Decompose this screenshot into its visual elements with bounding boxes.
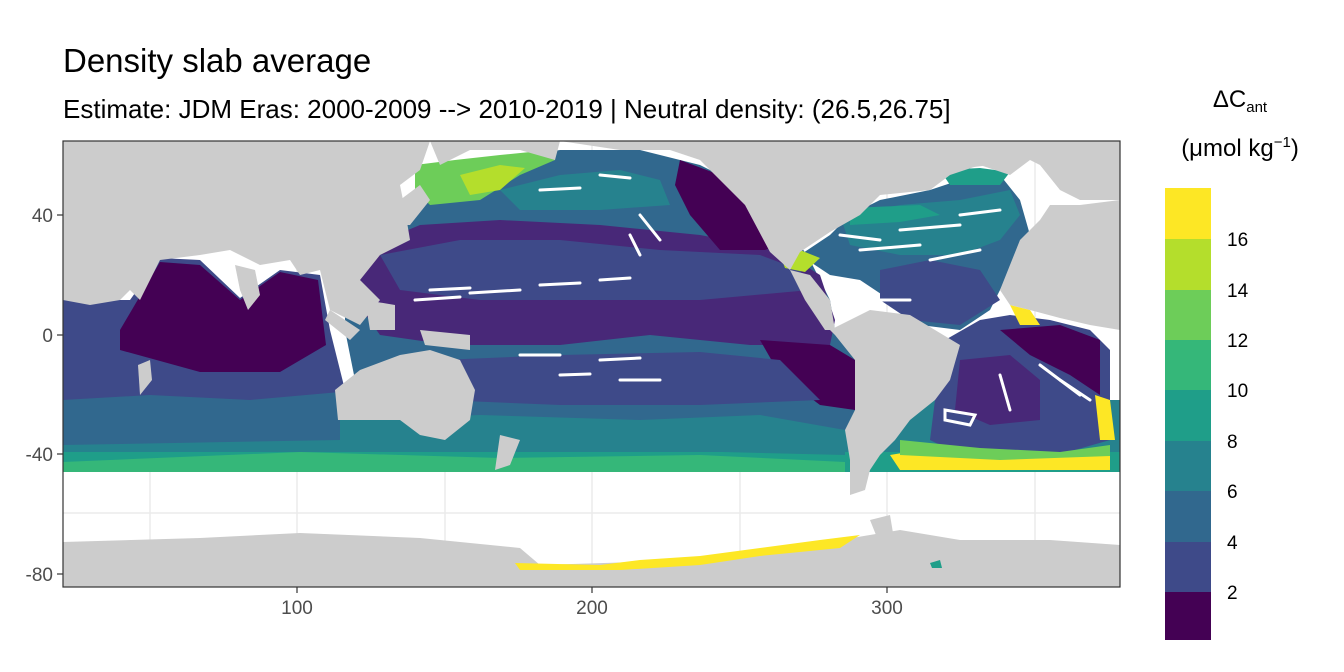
ocean-ross-sea-yellow bbox=[515, 535, 860, 570]
land-antarctica bbox=[63, 530, 1120, 587]
y-axis-ticks bbox=[57, 214, 63, 575]
land-africa-east bbox=[1000, 200, 1120, 330]
legend-bin-14 bbox=[1165, 290, 1211, 340]
legend-bin-12 bbox=[1165, 340, 1211, 390]
x-tick-label-200: 200 bbox=[576, 598, 608, 619]
plot-title: Density slab average bbox=[63, 42, 372, 79]
legend-bin-8 bbox=[1165, 441, 1211, 491]
ocean-benguela-yellow bbox=[1010, 305, 1040, 325]
land-borneo bbox=[365, 300, 395, 330]
ocean-indian-deep bbox=[120, 262, 326, 372]
x-tick-label-100: 100 bbox=[281, 598, 313, 619]
legend-bin-2 bbox=[1165, 592, 1211, 640]
land-new-zealand bbox=[495, 435, 520, 470]
ocean-pacific-south-deep bbox=[760, 340, 855, 410]
land-sumatra bbox=[325, 310, 360, 340]
ocean-north-pacific-teal bbox=[500, 170, 670, 210]
legend-tick-label-6: 6 bbox=[1227, 482, 1238, 503]
land-north-america bbox=[560, 141, 1120, 270]
legend-tick-label-2: 2 bbox=[1227, 583, 1238, 604]
land-new-guinea bbox=[420, 330, 470, 350]
plot-subtitle: Estimate: JDM Eras: 2000-2009 --> 2010-2… bbox=[63, 94, 951, 124]
ocean-atlantic-south-deep bbox=[1000, 325, 1100, 395]
legend-tick-label-14: 14 bbox=[1227, 281, 1249, 302]
ocean-weddell-sea-teal bbox=[930, 560, 942, 568]
ocean-atlantic-north-teal bbox=[840, 190, 1020, 255]
ocean-atlantic-south-purple bbox=[955, 355, 1040, 425]
land-greenland bbox=[900, 141, 1010, 170]
legend-tick-label-16: 16 bbox=[1227, 230, 1248, 251]
land-central-america bbox=[790, 270, 835, 330]
x-axis-ticks bbox=[296, 587, 888, 593]
legend-tick-label-4: 4 bbox=[1227, 533, 1238, 554]
ocean-atlantic-north-green bbox=[850, 205, 940, 225]
legend-tick-label-12: 12 bbox=[1227, 331, 1248, 352]
land-antarctic-peninsula bbox=[870, 515, 895, 545]
legend-tick-label-10: 10 bbox=[1227, 381, 1248, 402]
land-australia bbox=[335, 350, 475, 440]
ocean-indian-mid bbox=[63, 392, 340, 445]
y-tick-label-neg40: -40 bbox=[26, 445, 53, 466]
ocean-band-green-streak bbox=[63, 452, 845, 472]
land-africa-west bbox=[63, 141, 430, 325]
ocean-atlantic-subtropical bbox=[880, 260, 1000, 325]
legend-colorbar bbox=[1165, 188, 1211, 640]
y-tick-label-neg80: -80 bbox=[26, 565, 53, 586]
legend-bin-6 bbox=[1165, 491, 1211, 542]
y-tick-label-40: 40 bbox=[32, 206, 53, 227]
land-europe bbox=[1030, 141, 1120, 200]
legend-bin-4 bbox=[1165, 542, 1211, 592]
land-india bbox=[235, 265, 260, 310]
y-tick-label-0: 0 bbox=[42, 326, 53, 347]
ocean-atlantic-green-south bbox=[900, 440, 1110, 460]
land-north-asia bbox=[430, 141, 560, 165]
land-madagascar bbox=[138, 360, 152, 395]
no-data-streaks bbox=[413, 173, 1092, 427]
legend-bin-10 bbox=[1165, 390, 1211, 441]
ocean-pacific-south-teal bbox=[360, 415, 845, 455]
land bbox=[63, 141, 1120, 587]
x-tick-label-300: 300 bbox=[871, 598, 903, 619]
land-south-america bbox=[830, 310, 960, 495]
ocean-pacific-band-blue bbox=[380, 240, 810, 300]
land-japan bbox=[395, 185, 430, 225]
legend-title-unit: (μmol kg−1) bbox=[1181, 134, 1299, 162]
legend-title-variable: ΔCant bbox=[1212, 86, 1268, 116]
legend-tick-label-8: 8 bbox=[1227, 432, 1238, 453]
ocean-north-pacific-lime bbox=[460, 165, 525, 195]
legend-bin-16 bbox=[1165, 239, 1211, 290]
legend-bin-18 bbox=[1165, 188, 1211, 239]
map-panel bbox=[63, 141, 1120, 587]
ocean-atlantic-yellow-east bbox=[1095, 395, 1115, 440]
